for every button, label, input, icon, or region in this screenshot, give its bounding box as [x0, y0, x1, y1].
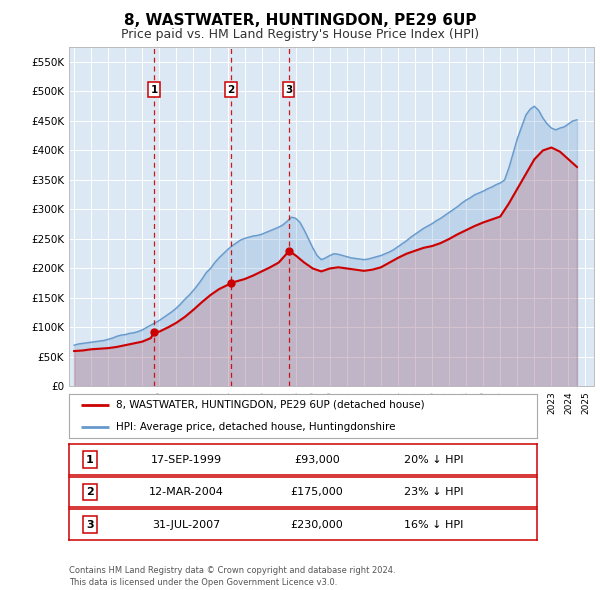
Text: £93,000: £93,000	[294, 455, 340, 464]
Text: 1: 1	[86, 455, 94, 464]
Text: 8, WASTWATER, HUNTINGDON, PE29 6UP: 8, WASTWATER, HUNTINGDON, PE29 6UP	[124, 13, 476, 28]
Text: 12-MAR-2004: 12-MAR-2004	[149, 487, 223, 497]
Text: 8, WASTWATER, HUNTINGDON, PE29 6UP (detached house): 8, WASTWATER, HUNTINGDON, PE29 6UP (deta…	[116, 399, 424, 409]
Text: 2: 2	[86, 487, 94, 497]
Text: 31-JUL-2007: 31-JUL-2007	[152, 520, 220, 529]
Text: 23% ↓ HPI: 23% ↓ HPI	[404, 487, 464, 497]
Text: 1: 1	[151, 84, 158, 94]
Text: HPI: Average price, detached house, Huntingdonshire: HPI: Average price, detached house, Hunt…	[116, 422, 395, 432]
Text: £175,000: £175,000	[290, 487, 343, 497]
Text: 16% ↓ HPI: 16% ↓ HPI	[404, 520, 464, 529]
Text: 3: 3	[86, 520, 94, 529]
Text: 2: 2	[227, 84, 235, 94]
Text: 20% ↓ HPI: 20% ↓ HPI	[404, 455, 464, 464]
Text: Contains HM Land Registry data © Crown copyright and database right 2024.
This d: Contains HM Land Registry data © Crown c…	[69, 566, 395, 587]
Text: 17-SEP-1999: 17-SEP-1999	[151, 455, 221, 464]
Text: 3: 3	[285, 84, 292, 94]
Text: £230,000: £230,000	[290, 520, 343, 529]
Text: Price paid vs. HM Land Registry's House Price Index (HPI): Price paid vs. HM Land Registry's House …	[121, 28, 479, 41]
